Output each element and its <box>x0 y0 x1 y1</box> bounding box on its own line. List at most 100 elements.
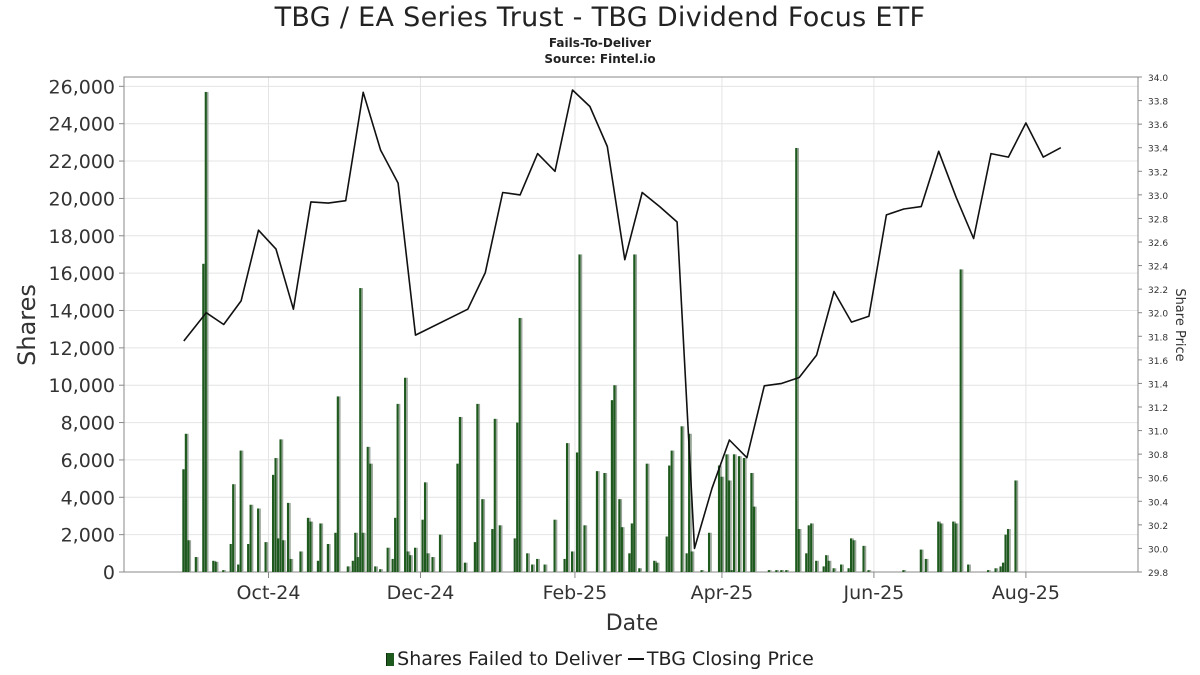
ftd-bar-front <box>239 450 242 572</box>
ftd-bar-side <box>635 254 638 573</box>
ftd-bar-front <box>536 558 539 572</box>
ftd-bar-side <box>829 560 832 572</box>
ftd-bar-side <box>926 558 929 572</box>
ftd-bar-front <box>423 482 427 572</box>
ftd-bar <box>959 269 964 572</box>
ftd-bar-front <box>670 450 673 572</box>
ftd-bar-front <box>543 564 546 572</box>
y2-tick-label: 31.0 <box>1148 428 1168 438</box>
ftd-bar <box>570 551 575 572</box>
ftd-bar-front <box>707 532 711 572</box>
legend-item-price[interactable]: TBG Closing Price <box>627 648 814 670</box>
ftd-bar <box>645 463 650 572</box>
ftd-bar-front <box>994 568 997 572</box>
ftd-bar-front <box>531 564 534 572</box>
ftd-bar-side <box>921 549 924 572</box>
ftd-bar-side <box>640 568 643 572</box>
legend: Shares Failed to Deliver TBG Closing Pri… <box>0 648 1200 670</box>
ftd-bar <box>785 570 790 572</box>
ftd-bar <box>518 317 523 572</box>
ftd-bar <box>404 377 408 572</box>
ftd-bar-side <box>338 396 341 572</box>
ftd-bar-front <box>431 557 434 572</box>
ftd-bar <box>655 562 660 572</box>
ftd-bar-side <box>989 570 991 572</box>
ftd-bar-front <box>413 547 417 572</box>
ftd-bar-side <box>311 521 314 572</box>
ftd-bar-front <box>498 525 501 572</box>
ftd-bar-side <box>356 532 359 572</box>
ftd-bar-side <box>363 532 366 572</box>
grid <box>124 77 1138 573</box>
ftd-bar-side <box>672 450 675 572</box>
ftd-bar <box>583 525 588 572</box>
ftd-bar-front <box>346 566 349 572</box>
ftd-bar-front <box>222 570 225 572</box>
ftd-bar-side <box>301 551 304 572</box>
x-axis: Oct-24 Dec-24 Feb-25 Apr-25 Jun-25 Aug-25 <box>237 572 1060 604</box>
ftd-bar-front <box>570 551 574 572</box>
y-tick-label: 4,000 <box>61 487 115 509</box>
ftd-bar-side <box>495 418 498 572</box>
ftd-bar-front <box>249 504 252 572</box>
ftd-bar-front <box>493 418 496 572</box>
ftd-bar <box>396 403 401 572</box>
ftd-bar <box>795 147 799 572</box>
ftd-bar-side <box>241 450 244 572</box>
ftd-bar <box>438 534 443 572</box>
x-tick-label: Jun-25 <box>843 582 905 604</box>
ftd-bar <box>354 532 359 572</box>
ftd-bar-side <box>777 570 780 572</box>
y-tick-label: 0 <box>103 562 115 584</box>
ftd-bar <box>924 558 929 572</box>
ftd-bar <box>476 403 481 572</box>
ftd-bar-front <box>386 547 389 572</box>
ftd-bar-side <box>216 561 219 572</box>
ftd-bar-front <box>458 416 462 572</box>
ftd-bar-front <box>212 560 215 572</box>
ftd-bar-side <box>555 519 558 572</box>
price-line <box>183 89 1062 550</box>
ftd-bar-front <box>832 568 835 572</box>
ftd-bar-side <box>812 523 814 572</box>
ftd-bar-front <box>690 551 693 572</box>
ftd-bar-front <box>438 534 442 572</box>
y-tick-label: 10,000 <box>49 375 115 397</box>
x-axis-label: Date <box>606 611 659 636</box>
ftd-bar <box>732 454 737 572</box>
ftd-bar <box>780 570 785 572</box>
ftd-bar-front <box>717 465 721 572</box>
y2-tick-label: 30.8 <box>1148 451 1168 461</box>
ftd-bar-front <box>299 551 302 572</box>
y-axis-label: Shares <box>13 284 41 366</box>
y2-tick-label: 30.4 <box>1148 498 1168 508</box>
ftd-bar <box>827 560 832 572</box>
ftd-bar <box>752 506 757 572</box>
ftd-bar-front <box>491 529 494 572</box>
ftd-bar-front <box>463 562 467 572</box>
ftd-bar-side <box>196 557 199 572</box>
ftd-bar-side <box>834 568 837 572</box>
ftd-bar <box>386 547 391 572</box>
ftd-bar <box>707 532 712 572</box>
ftd-bar-front <box>356 557 359 572</box>
ftd-bar <box>289 558 294 572</box>
ftd-bar-front <box>700 570 703 572</box>
x-tick-label: Oct-24 <box>237 582 301 604</box>
ftd-bar-side <box>692 551 695 572</box>
legend-item-fails[interactable]: Shares Failed to Deliver <box>386 648 622 670</box>
ftd-bar-side <box>291 558 294 572</box>
ftd-bar-side <box>817 560 819 572</box>
ftd-bar <box>727 480 732 572</box>
ftd-bar-side <box>956 523 959 572</box>
y-tick-label: 24,000 <box>49 114 115 136</box>
y-axis-left: 0 2,000 4,000 6,000 8,000 10,000 12,000 14,000 1… <box>49 76 124 584</box>
y-tick-label: 8,000 <box>61 413 115 435</box>
legend-bar-swatch <box>386 653 395 666</box>
ftd-bar-front <box>785 570 788 572</box>
ftd-bar-side <box>426 482 428 572</box>
ftd-bar <box>431 557 436 572</box>
ftd-bar-side <box>388 547 391 572</box>
ftd-bar <box>346 566 351 572</box>
